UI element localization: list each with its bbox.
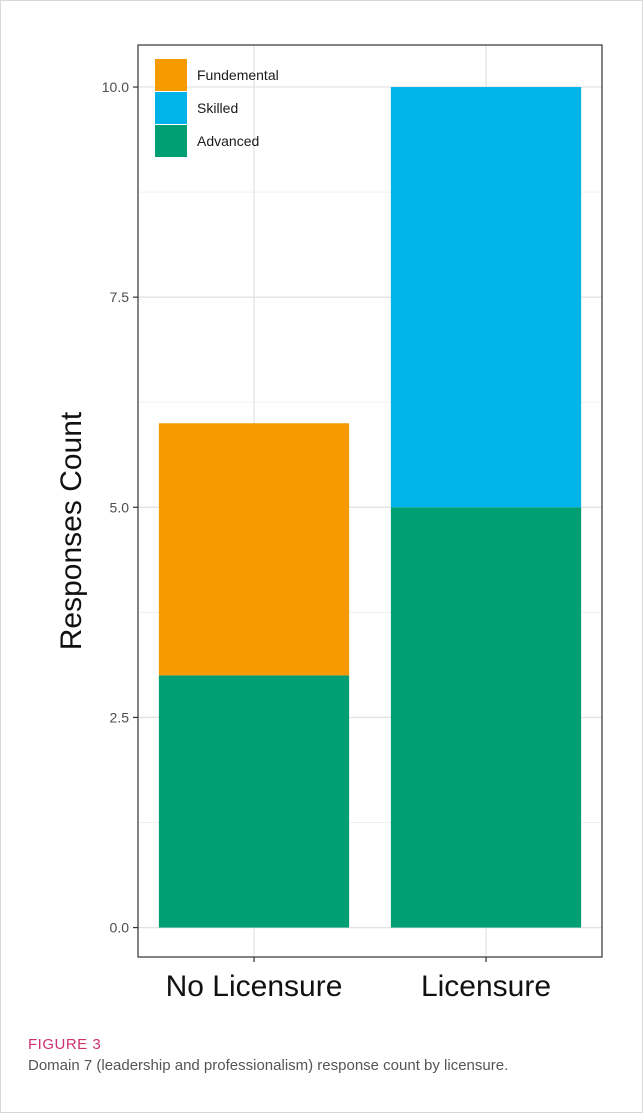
bar-fundemental-no-licensure (158, 423, 350, 676)
x-tick-label: Licensure (421, 970, 551, 1003)
y-axis-title: Responses Count (55, 411, 88, 650)
plot-border (137, 44, 603, 958)
legend-label-advanced: Advanced (197, 133, 259, 149)
bar-chart: 0.0 2.5 5.0 7.5 10.0 No Licensure Licensure Res… (55, 44, 603, 1003)
figure-label: FIGURE 3 (28, 1036, 102, 1053)
bars (158, 87, 582, 928)
bar-advanced-no-licensure (158, 675, 350, 928)
x-tick-label: No Licensure (166, 970, 343, 1003)
legend-key-advanced (155, 125, 187, 157)
y-tick-label: 2.5 (110, 709, 130, 725)
figure-caption-text: Domain 7 (leadership and professionalism… (28, 1057, 509, 1074)
legend-key-skilled (155, 92, 187, 124)
legend-label-skilled: Skilled (197, 100, 238, 116)
y-tick-label: 0.0 (110, 920, 130, 936)
figure-caption: FIGURE 3 Domain 7 (leadership and profes… (28, 1036, 618, 1077)
legend-label-fundemental: Fundemental (197, 67, 279, 83)
legend: Fundemental Skilled Advanced (155, 59, 279, 157)
bar-advanced-licensure (390, 507, 582, 928)
bar-skilled-licensure (390, 87, 582, 508)
y-tick-label: 10.0 (102, 79, 129, 95)
x-axis: No Licensure Licensure (166, 957, 551, 1003)
legend-key-fundemental (155, 59, 187, 91)
y-tick-label: 5.0 (110, 499, 130, 515)
y-axis: 0.0 2.5 5.0 7.5 10.0 (102, 79, 138, 936)
y-tick-label: 7.5 (110, 289, 130, 305)
